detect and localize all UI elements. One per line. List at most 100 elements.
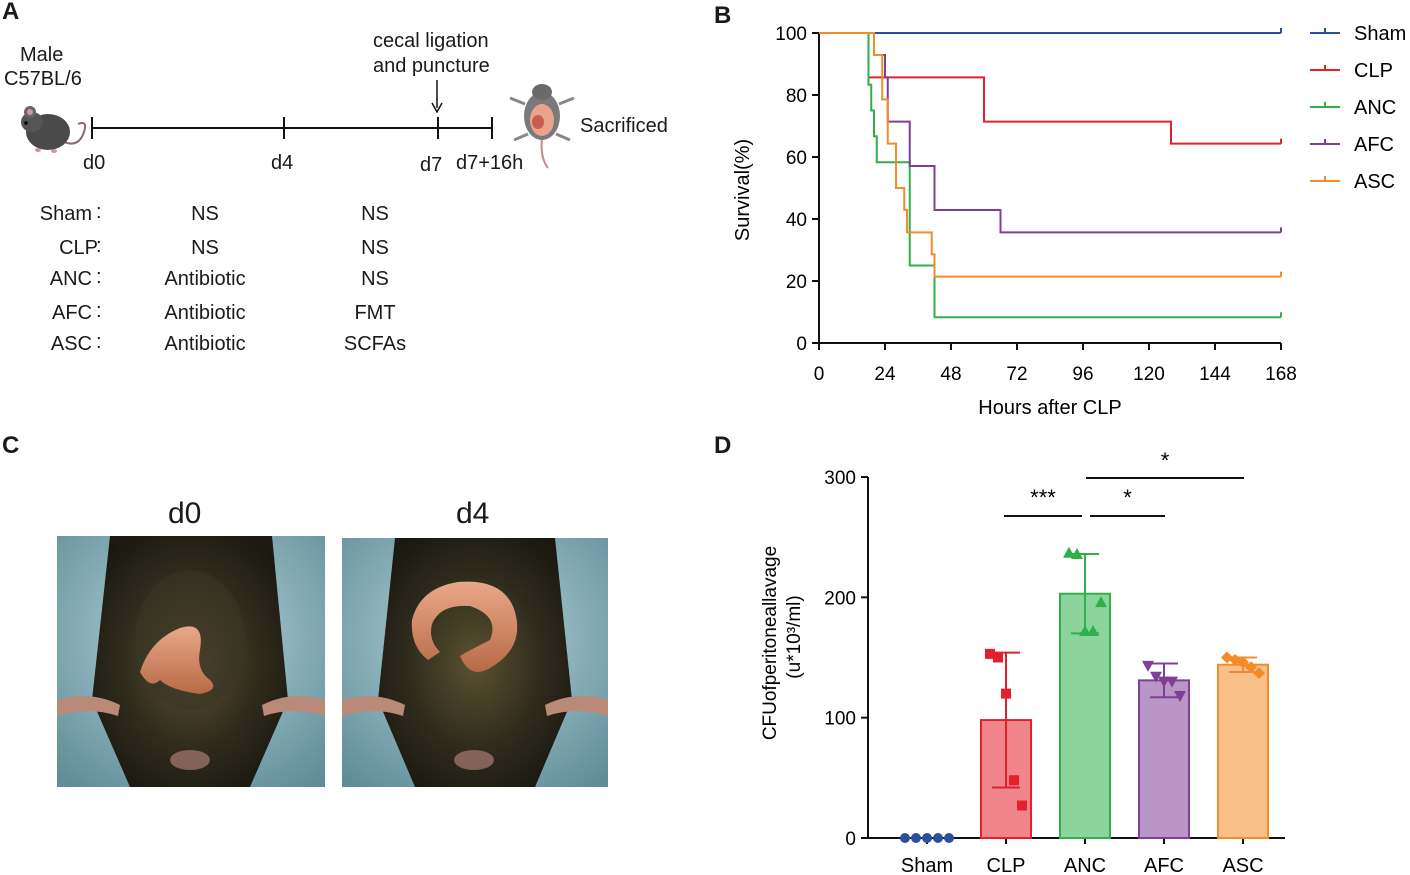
x-tick-label: 24 (874, 364, 896, 385)
data-point (1142, 660, 1154, 672)
data-point (993, 652, 1003, 663)
data-point (933, 833, 943, 843)
y-tick-label: 40 (786, 210, 807, 231)
panel-label-b: B (714, 2, 732, 29)
survival-line-anc (819, 32, 1281, 319)
x-tick-label: 72 (1006, 364, 1027, 385)
data-point (1166, 676, 1178, 688)
intervention-arrowhead (431, 102, 443, 114)
data-point (1063, 546, 1075, 558)
x-tick-label: 48 (940, 364, 961, 385)
x-tick-label: 96 (1072, 364, 1093, 385)
data-point (922, 833, 932, 843)
treatment-colon: : (96, 300, 102, 322)
x-tick-label: 120 (1133, 364, 1165, 385)
intervention-label-line2: and puncture (373, 55, 490, 77)
photo-d4 (342, 538, 608, 787)
photo-label-d4: d4 (456, 497, 490, 530)
timeline-day-label: d0 (83, 152, 106, 174)
treatment-group: AFC (52, 302, 92, 324)
x-tick-label: ANC (1064, 855, 1106, 875)
mouse-icon (21, 106, 87, 153)
cfu-bar-chart: 0 100 200 300 CFUofperitoneallavage (u*10³/ml… (760, 448, 1285, 875)
survival-line-asc (819, 32, 1281, 278)
treatment-group: Sham (39, 203, 92, 225)
timeline (91, 80, 493, 139)
y-axis-title-unit: (u*10³/ml) (784, 595, 805, 678)
legend-label-sham: Sham (1354, 23, 1406, 45)
data-point (1245, 661, 1257, 674)
treatment-colon: : (96, 235, 102, 257)
data-point (900, 833, 910, 843)
data-point (911, 833, 921, 843)
data-point (1071, 548, 1083, 560)
treatment-colon: : (96, 331, 102, 353)
treatment-phase1: NS (191, 203, 219, 225)
y-tick-label: 80 (786, 86, 807, 107)
data-point (1095, 596, 1107, 608)
data-point (1174, 691, 1186, 703)
x-tick-label: Sham (901, 855, 953, 875)
sacrificed-label: Sacrificed (580, 115, 668, 137)
y-axis-title: CFUofperitoneallavage (760, 546, 781, 740)
y-tick-label: 0 (845, 829, 856, 850)
significance-label: * (1161, 448, 1170, 473)
data-point (1009, 775, 1019, 786)
treatment-phase1: Antibiotic (164, 302, 246, 324)
x-tick-label: AFC (1144, 855, 1184, 875)
treatment-phase2: NS (361, 268, 389, 290)
legend-label-afc: AFC (1354, 134, 1394, 156)
data-point (1017, 800, 1027, 811)
timeline-day-label: d4 (271, 152, 294, 174)
legend-label-anc: ANC (1354, 97, 1396, 119)
y-tick-label: 100 (775, 24, 807, 45)
photo-d0 (57, 536, 325, 787)
bar-asc (1217, 663, 1269, 839)
survival-chart: 0 20 40 60 80 100 0 24 48 72 96 120 144 168 Hours afte… (732, 23, 1406, 419)
data-point (944, 833, 954, 843)
treatment-colon: : (96, 266, 102, 288)
data-point (1087, 625, 1099, 637)
legend-label-asc: ASC (1354, 171, 1395, 193)
x-tick-label: CLP (987, 855, 1026, 875)
x-tick-label: 0 (814, 364, 825, 385)
treatment-phase1: Antibiotic (164, 268, 246, 290)
treatment-phase1: Antibiotic (164, 333, 246, 355)
data-point (1150, 671, 1162, 683)
data-point (1001, 688, 1011, 699)
y-tick-label: 200 (824, 588, 856, 609)
panel-label-a: A (2, 0, 20, 25)
x-tick-label: 168 (1265, 364, 1297, 385)
treatment-group: ASC (50, 333, 92, 355)
y-tick-label: 20 (786, 272, 807, 293)
treatment-group: ANC (49, 268, 92, 290)
significance-label: * (1123, 485, 1132, 510)
subject-strain-line1: Male (20, 44, 64, 66)
panel-label-d: D (714, 432, 732, 459)
treatment-colon: : (96, 201, 102, 223)
treatment-phase2: NS (361, 237, 389, 259)
significance-label: *** (1030, 485, 1056, 510)
panel-label-c: C (2, 432, 20, 459)
photo-label-d0: d0 (168, 497, 202, 530)
timeline-day-label: d7+16h (456, 152, 524, 174)
legend-label-clp: CLP (1354, 60, 1393, 82)
treatment-phase2: SCFAs (343, 333, 407, 355)
data-point (1158, 676, 1170, 688)
data-point (1237, 656, 1249, 669)
y-axis-title: Survival(%) (732, 139, 754, 241)
x-tick-label: ASC (1222, 855, 1263, 875)
y-tick-label: 0 (796, 334, 807, 355)
treatment-phase2: NS (361, 203, 389, 225)
data-point (1253, 667, 1265, 680)
y-tick-label: 60 (786, 148, 807, 169)
dissected-mouse-icon (509, 84, 575, 169)
treatment-phase1: NS (191, 237, 219, 259)
data-point (1079, 625, 1091, 637)
treatment-phase2: FMT (354, 302, 396, 324)
intervention-label-line1: cecal ligation (373, 30, 489, 52)
treatment-group: CLP (59, 237, 98, 259)
subject-strain-line2: C57BL/6 (4, 68, 82, 90)
bar-afc (1138, 679, 1190, 840)
x-axis-title: Hours after CLP (978, 397, 1121, 419)
